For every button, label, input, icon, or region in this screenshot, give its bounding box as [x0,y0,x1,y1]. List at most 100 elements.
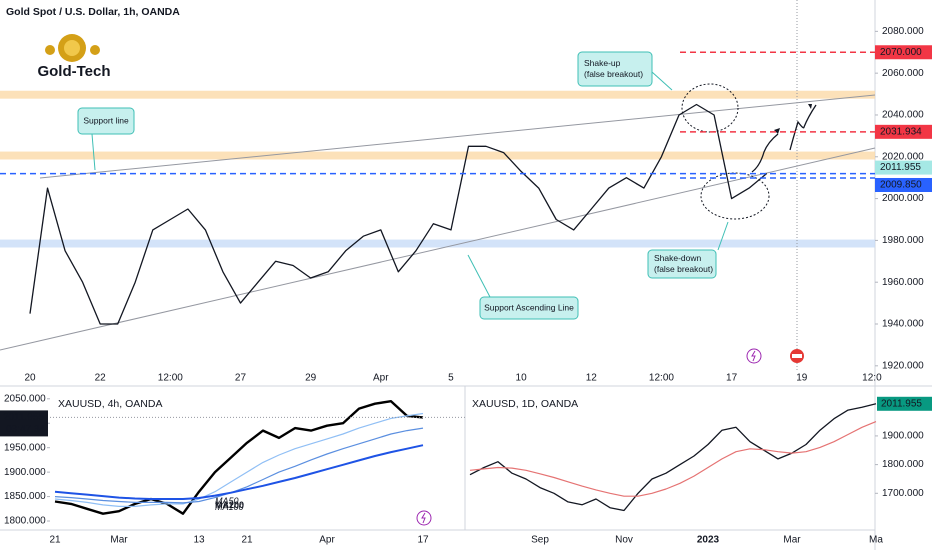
zones [0,90,875,248]
series-line [469,421,877,497]
y-tick-label: 2060.000 [882,68,924,79]
y-tick-label: 1800.000 [882,459,924,470]
y-tick-label: 1700.000 [882,488,924,499]
y-tick-label: 2040.000 [882,110,924,121]
pane-title: XAUUSD, 4h, OANDA [58,398,162,410]
price-tag [0,410,48,437]
price-tag [875,177,932,192]
logo-node [90,45,100,55]
annotation-pointer [651,71,673,91]
y-tick-label: 1900.000 [882,431,924,442]
y-tick-label: 2080.000 [882,26,924,37]
x-tick-label: 12:00 [158,373,183,384]
series-line [54,412,424,507]
x-tick-label: 5 [448,373,454,384]
y-tick-label: 2050.000 [4,393,46,404]
x-tick-label: 13 [193,535,205,546]
logo: Gold-Tech [37,34,111,80]
series-line [29,103,768,325]
ma-label: MA50 [215,496,239,506]
annotation: Shake-up(false breakout) [577,51,673,91]
x-tick-label: 2023 [697,535,720,546]
countdown-label: 03:47:34 [6,424,45,435]
price-zone [0,90,875,99]
annotation-text: Support line [83,115,129,125]
annotation-box [647,249,717,279]
annotation-text: (false breakout) [654,264,713,274]
x-tick-label: Apr [319,535,335,546]
y-tick-label: 1980.000 [882,235,924,246]
annotation-text: Shake-up [584,58,621,68]
ma-label: MA200 [215,500,244,510]
x-tick-label: 17 [726,373,738,384]
event-icon [416,510,432,526]
price-zone [0,239,875,248]
series-line [54,444,424,500]
x-tick-label: Ma [869,535,883,546]
x-tick-label: 10 [516,373,528,384]
projection-arrow [751,104,817,173]
price-zone [0,151,875,160]
annotation-text: Shake-down [654,253,702,263]
annotation-text: (false breakout) [584,69,643,79]
price-tag-label: 2031.934 [880,126,922,137]
series-line [469,403,877,512]
pane-title: Gold Spot / U.S. Dollar, 1h, OANDA [6,6,180,18]
x-tick-label: 12:0 [862,373,882,384]
price-tag-label: 2011.955 [3,412,44,423]
annotation-box [77,107,135,135]
price-tag-label: 2070.000 [880,47,922,58]
x-tick-label: 17 [417,535,429,546]
x-tick-label: 20 [24,373,36,384]
x-tick-label: 27 [235,373,247,384]
annotation-pointer [717,221,729,251]
event-icon [421,512,426,524]
x-tick-label: 19 [796,373,808,384]
event-icon [751,350,756,362]
x-tick-label: 22 [95,373,107,384]
x-tick-label: 29 [305,373,317,384]
x-tick-label: Mar [783,535,801,546]
y-tick-label: 1950.000 [4,442,46,453]
price-tag [875,124,932,139]
y-tick-label: 1800.000 [4,516,46,527]
x-tick-label: 12:00 [649,373,674,384]
x-tick-label: Mar [110,535,128,546]
x-tick-label: 21 [241,535,253,546]
ascending-support-line [0,147,876,351]
flag-icon [792,354,802,358]
price-tag [875,160,932,175]
price-tag-label: 2011.955 [880,162,921,173]
price-tag-label: 2009.850 [880,180,922,191]
pane-title: XAUUSD, 1D, OANDA [472,398,578,410]
annotation-pointer [467,254,491,298]
annotation-box [479,296,579,320]
event-icon [746,348,762,364]
annotation: Shake-down(false breakout) [647,221,729,279]
y-tick-label: 2020.000 [882,151,924,162]
annotation: Support line [77,107,135,171]
y-tick-label: 1960.000 [882,277,924,288]
price-tag [877,396,932,411]
y-tick-label: 1920.000 [882,360,924,371]
arrow-head [774,104,812,134]
annotation-text: Support Ascending Line [484,302,574,312]
price-tag-label: 2011.955 [881,398,922,409]
series-line [54,427,424,504]
logo-coin [64,40,80,56]
y-tick-label: 2000.000 [882,193,924,204]
logo-text: Gold-Tech [37,63,110,80]
y-tick-label: 1900.000 [4,467,46,478]
price-tag [875,45,932,60]
y-tick-label: 1940.000 [882,319,924,330]
series-line [54,400,424,515]
annotation-pointer [91,133,96,171]
x-tick-label: Nov [615,535,633,546]
annotation-box [577,51,653,87]
logo-node [45,45,55,55]
x-tick-label: 21 [49,535,61,546]
annotation: Support Ascending Line [467,254,579,320]
